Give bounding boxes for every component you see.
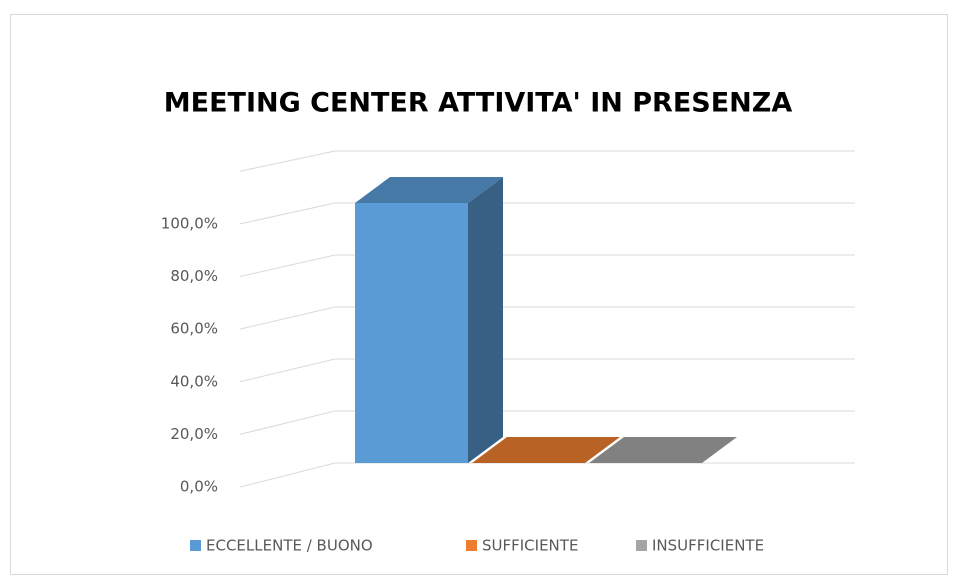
grid-line [239, 306, 336, 330]
legend-label: INSUFFICIENTE [652, 537, 764, 555]
legend-swatch [190, 540, 201, 551]
grid-line [239, 202, 336, 225]
grid-line [239, 150, 336, 172]
legend-swatch [636, 540, 647, 551]
y-tick-label: 60,0% [170, 320, 218, 338]
legend-label: SUFFICIENTE [482, 537, 578, 555]
bar-top [472, 437, 620, 463]
grid-line [239, 254, 336, 277]
y-tick-label: 0,0% [180, 478, 218, 496]
y-tick-label: 40,0% [170, 372, 218, 390]
legend-label: ECCELLENTE / BUONO [206, 537, 373, 555]
legend-swatch [466, 540, 477, 551]
bar-top [355, 177, 503, 203]
chart-title: MEETING CENTER ATTIVITA' IN PRESENZA [164, 88, 793, 119]
grid-line [239, 462, 336, 488]
grid-line [239, 358, 336, 383]
y-tick-label: 20,0% [170, 425, 218, 443]
bar [355, 203, 468, 463]
grid-line [239, 410, 336, 435]
bar-top [589, 437, 737, 463]
y-tick-label: 80,0% [170, 267, 218, 285]
bar-side [468, 177, 503, 463]
y-tick-label: 100,0% [161, 214, 218, 232]
